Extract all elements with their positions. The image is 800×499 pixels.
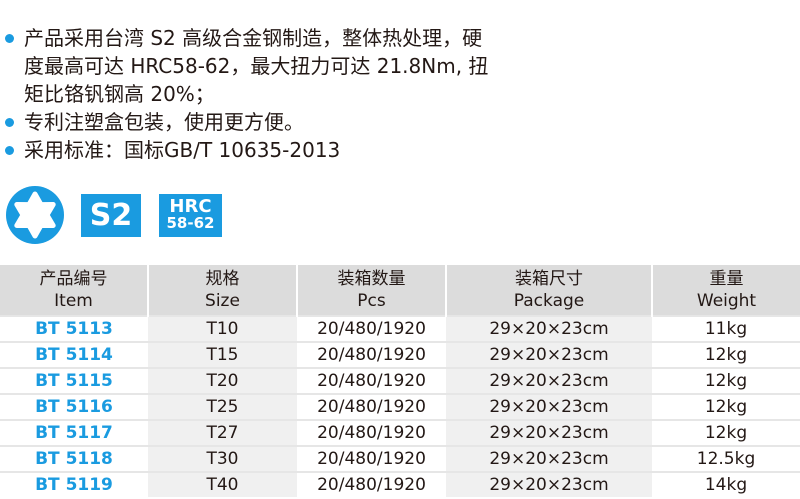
column-header: 产品编号 Item — [0, 265, 148, 316]
weight-cell: 11kg — [652, 315, 800, 342]
column-header: 装箱数量 Pcs — [296, 265, 446, 316]
pcs-cell: 20/480/1920 — [297, 445, 446, 472]
s2-label: S2 — [89, 197, 133, 233]
header-en: Weight — [696, 291, 757, 311]
item-cell: BT 5118 — [0, 445, 148, 472]
header-cn: 装箱数量 — [337, 269, 406, 289]
feature-text: 采用标准：国标GB/T 10635-2013 — [24, 138, 341, 162]
item-cell: BT 5117 — [0, 419, 148, 446]
feature-text: 专利注塑盒包装，使用更方便。 — [24, 110, 304, 134]
pcs-cell: 20/480/1920 — [297, 315, 446, 342]
table-row: BT 5119 T40 20/480/1920 29×20×23cm 14kg — [0, 471, 800, 497]
bullet-icon — [5, 146, 14, 155]
package-cell: 29×20×23cm — [446, 341, 652, 368]
feature-item: 产品采用台湾 S2 高级合金钢制造，整体热处理，硬度最高可达 HRC58-62，… — [0, 24, 494, 108]
item-cell: BT 5116 — [0, 393, 148, 420]
size-cell: T40 — [148, 471, 297, 497]
column-header: 重量 Weight — [651, 265, 800, 316]
size-cell: T15 — [148, 341, 297, 368]
table-row: BT 5116 T25 20/480/1920 29×20×23cm 12kg — [0, 393, 800, 420]
table-row: BT 5118 T30 20/480/1920 29×20×23cm 12.5kg — [0, 445, 800, 472]
package-cell: 29×20×23cm — [446, 471, 652, 497]
weight-cell: 12kg — [652, 419, 800, 446]
package-cell: 29×20×23cm — [446, 445, 652, 472]
table-row: BT 5113 T10 20/480/1920 29×20×23cm 11kg — [0, 315, 800, 342]
feature-text: 产品采用台湾 S2 高级合金钢制造，整体热处理，硬度最高可达 HRC58-62，… — [24, 26, 489, 106]
weight-cell: 14kg — [652, 471, 800, 497]
item-cell: BT 5119 — [0, 471, 148, 497]
item-cell: BT 5113 — [0, 315, 148, 342]
hrc-title: HRC — [169, 196, 212, 217]
package-cell: 29×20×23cm — [446, 315, 652, 342]
header-cn: 装箱尺寸 — [515, 269, 583, 289]
table-row: BT 5115 T20 20/480/1920 29×20×23cm 12kg — [0, 367, 800, 394]
table-row: BT 5114 T15 20/480/1920 29×20×23cm 12kg — [0, 341, 800, 368]
pcs-cell: 20/480/1920 — [297, 419, 446, 446]
item-cell: BT 5114 — [0, 341, 148, 368]
weight-cell: 12kg — [652, 367, 800, 394]
spec-table: 产品编号 Item 规格 Size 装箱数量 Pcs 装箱尺寸 Package 重量 Weight… — [0, 265, 800, 497]
package-cell: 29×20×23cm — [446, 393, 652, 420]
size-cell: T27 — [148, 419, 297, 446]
hrc-badge: HRC 58-62 — [159, 193, 222, 237]
size-cell: T30 — [148, 445, 297, 472]
header-cn: 产品编号 — [39, 269, 108, 289]
feature-item: 采用标准：国标GB/T 10635-2013 — [0, 136, 494, 164]
feature-list: 产品采用台湾 S2 高级合金钢制造，整体热处理，硬度最高可达 HRC58-62，… — [0, 24, 800, 164]
pcs-cell: 20/480/1920 — [297, 341, 446, 368]
pcs-cell: 20/480/1920 — [297, 471, 446, 497]
header-cn: 规格 — [205, 269, 240, 289]
size-cell: T10 — [148, 315, 297, 342]
feature-item: 专利注塑盒包装，使用更方便。 — [0, 108, 494, 136]
badge-row: S2 HRC 58-62 — [6, 186, 222, 244]
size-cell: T20 — [148, 367, 297, 394]
hrc-range: 58-62 — [166, 214, 215, 232]
s2-badge: S2 — [81, 193, 141, 237]
weight-cell: 12.5kg — [652, 445, 800, 472]
package-cell: 29×20×23cm — [446, 419, 652, 446]
weight-cell: 12kg — [652, 393, 800, 420]
column-header: 装箱尺寸 Package — [445, 265, 652, 316]
header-en: Size — [205, 291, 240, 311]
weight-cell: 12kg — [652, 341, 800, 368]
bullet-icon — [5, 34, 14, 43]
header-cn: 重量 — [709, 269, 744, 289]
pcs-cell: 20/480/1920 — [297, 393, 446, 420]
header-en: Item — [54, 291, 93, 311]
size-cell: T25 — [148, 393, 297, 420]
header-en: Package — [513, 291, 585, 311]
column-header: 规格 Size — [147, 265, 297, 316]
torx-star-icon — [6, 186, 64, 244]
item-cell: BT 5115 — [0, 367, 148, 394]
table-row: BT 5117 T27 20/480/1920 29×20×23cm 12kg — [0, 419, 800, 446]
package-cell: 29×20×23cm — [446, 367, 652, 394]
bullet-icon — [5, 118, 14, 127]
header-en: Pcs — [357, 291, 386, 311]
pcs-cell: 20/480/1920 — [297, 367, 446, 394]
table-header: 产品编号 Item 规格 Size 装箱数量 Pcs 装箱尺寸 Package 重量 Weight — [0, 265, 800, 316]
